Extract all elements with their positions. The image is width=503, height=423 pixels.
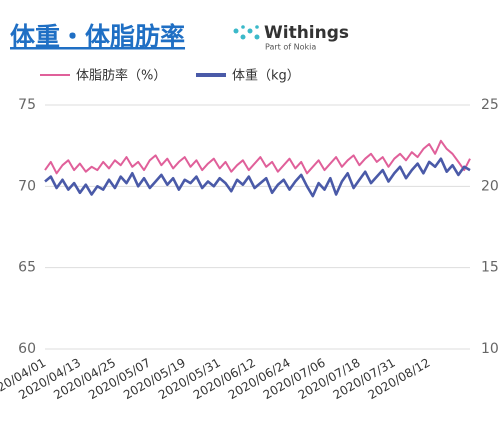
logo-tagline: Part of Nokia bbox=[265, 43, 316, 52]
series-line bbox=[44, 157, 471, 198]
y-tick-label: 65 bbox=[18, 260, 36, 276]
y2-tick-label: 25 bbox=[481, 97, 499, 113]
y2-tick-label: 20 bbox=[481, 178, 499, 194]
y-tick-label: 60 bbox=[18, 341, 36, 357]
y2-tick-label: 10 bbox=[481, 341, 499, 357]
logo-dots bbox=[233, 25, 260, 40]
y-tick-label: 75 bbox=[18, 97, 36, 113]
series-line bbox=[44, 139, 471, 175]
y-tick-label: 70 bbox=[18, 178, 36, 194]
y2-tick-label: 15 bbox=[481, 260, 499, 276]
logo-name: Withings bbox=[264, 23, 349, 43]
chart-title: 体重・体脂肪率 bbox=[10, 22, 185, 51]
legend-label: 体重（kg） bbox=[232, 68, 300, 84]
legend-label: 体脂肪率（%） bbox=[76, 68, 166, 84]
